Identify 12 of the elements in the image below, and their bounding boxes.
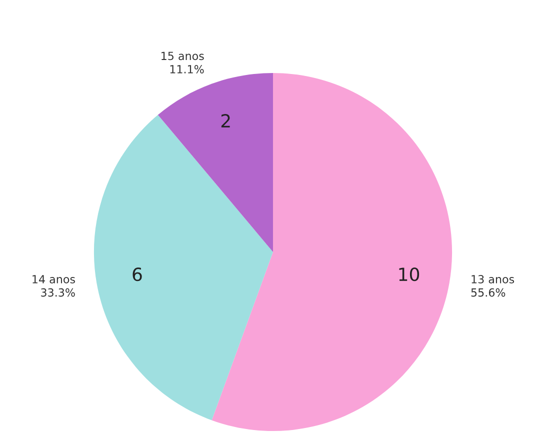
pie-slice bbox=[158, 72, 273, 252]
data-label: 2 bbox=[221, 114, 230, 128]
text: 33.3% bbox=[41, 288, 75, 297]
slice-label: 15 anos bbox=[162, 52, 204, 60]
data-label: 6 bbox=[132, 268, 142, 282]
pie-slice bbox=[212, 72, 452, 432]
slice-label: 14 anos bbox=[32, 275, 75, 284]
slice-label: 13 anos bbox=[472, 275, 514, 284]
text: 11.1% bbox=[170, 65, 204, 74]
text: 55.6% bbox=[471, 288, 506, 297]
data-label: 10 bbox=[399, 268, 420, 282]
pie-slice bbox=[94, 114, 273, 420]
